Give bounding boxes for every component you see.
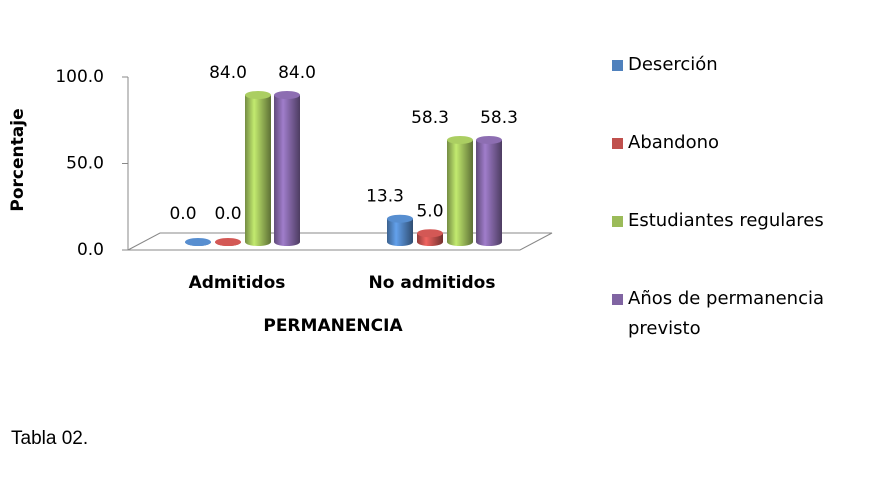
legend-label: Estudiantes regulares xyxy=(628,210,824,231)
data-label: 0.0 xyxy=(214,204,241,224)
bar-top xyxy=(387,214,413,223)
legend-label: Años de permanencia previsto xyxy=(628,288,825,339)
y-tick-label: 0.0 xyxy=(77,240,104,260)
legend-swatch xyxy=(612,294,623,305)
chart: Porcentaje PERMANENCIA 0.0 50.0 100.0 Admit… xyxy=(8,63,553,336)
data-label: 0.0 xyxy=(169,204,196,224)
bar xyxy=(185,238,211,246)
data-label: 58.3 xyxy=(480,108,518,128)
legend-swatch xyxy=(612,216,623,227)
data-label: 5.0 xyxy=(416,201,443,221)
y-tick-label: 100.0 xyxy=(55,67,104,87)
bar-top xyxy=(245,91,271,99)
bar-top xyxy=(447,135,473,144)
x-axis-title: PERMANENCIA xyxy=(263,316,403,336)
bar xyxy=(417,229,443,246)
bar xyxy=(245,91,271,246)
y-axis-title: Porcentaje xyxy=(8,108,28,211)
legend-item: Estudiantes regulares xyxy=(608,206,884,284)
y-tick-label: 50.0 xyxy=(66,154,104,174)
bar xyxy=(215,238,241,246)
bar-body xyxy=(387,218,413,246)
bar-body xyxy=(476,139,502,246)
bar-top xyxy=(417,229,443,238)
x-tick-label: No admitidos xyxy=(369,273,496,293)
x-tick-label: Admitidos xyxy=(189,273,286,293)
legend-swatch xyxy=(612,138,623,149)
data-label: 84.0 xyxy=(209,63,247,83)
legend: Deserción Abandono Estudiantes regulares Añ… xyxy=(608,50,884,362)
bar xyxy=(476,135,502,246)
legend-item: Años de permanencia previsto xyxy=(608,284,884,362)
legend-item: Deserción xyxy=(608,50,884,128)
bar-body xyxy=(274,95,300,246)
legend-item: Abandono xyxy=(608,128,884,206)
legend-swatch xyxy=(612,60,623,71)
data-label: 84.0 xyxy=(278,63,316,83)
data-label: 13.3 xyxy=(366,187,404,207)
bar-body xyxy=(447,139,473,246)
bar xyxy=(447,135,473,246)
bar-body xyxy=(245,95,271,246)
legend-label: Abandono xyxy=(628,132,720,153)
bar-top xyxy=(185,238,211,246)
bar-top xyxy=(215,238,241,246)
bar-top xyxy=(274,91,300,99)
bar-top xyxy=(476,135,502,144)
bar xyxy=(387,214,413,246)
data-label: 58.3 xyxy=(411,108,449,128)
legend-label: Deserción xyxy=(628,54,718,75)
caption: Tabla 02. xyxy=(11,428,89,449)
bar xyxy=(274,91,300,246)
floor xyxy=(127,232,553,251)
